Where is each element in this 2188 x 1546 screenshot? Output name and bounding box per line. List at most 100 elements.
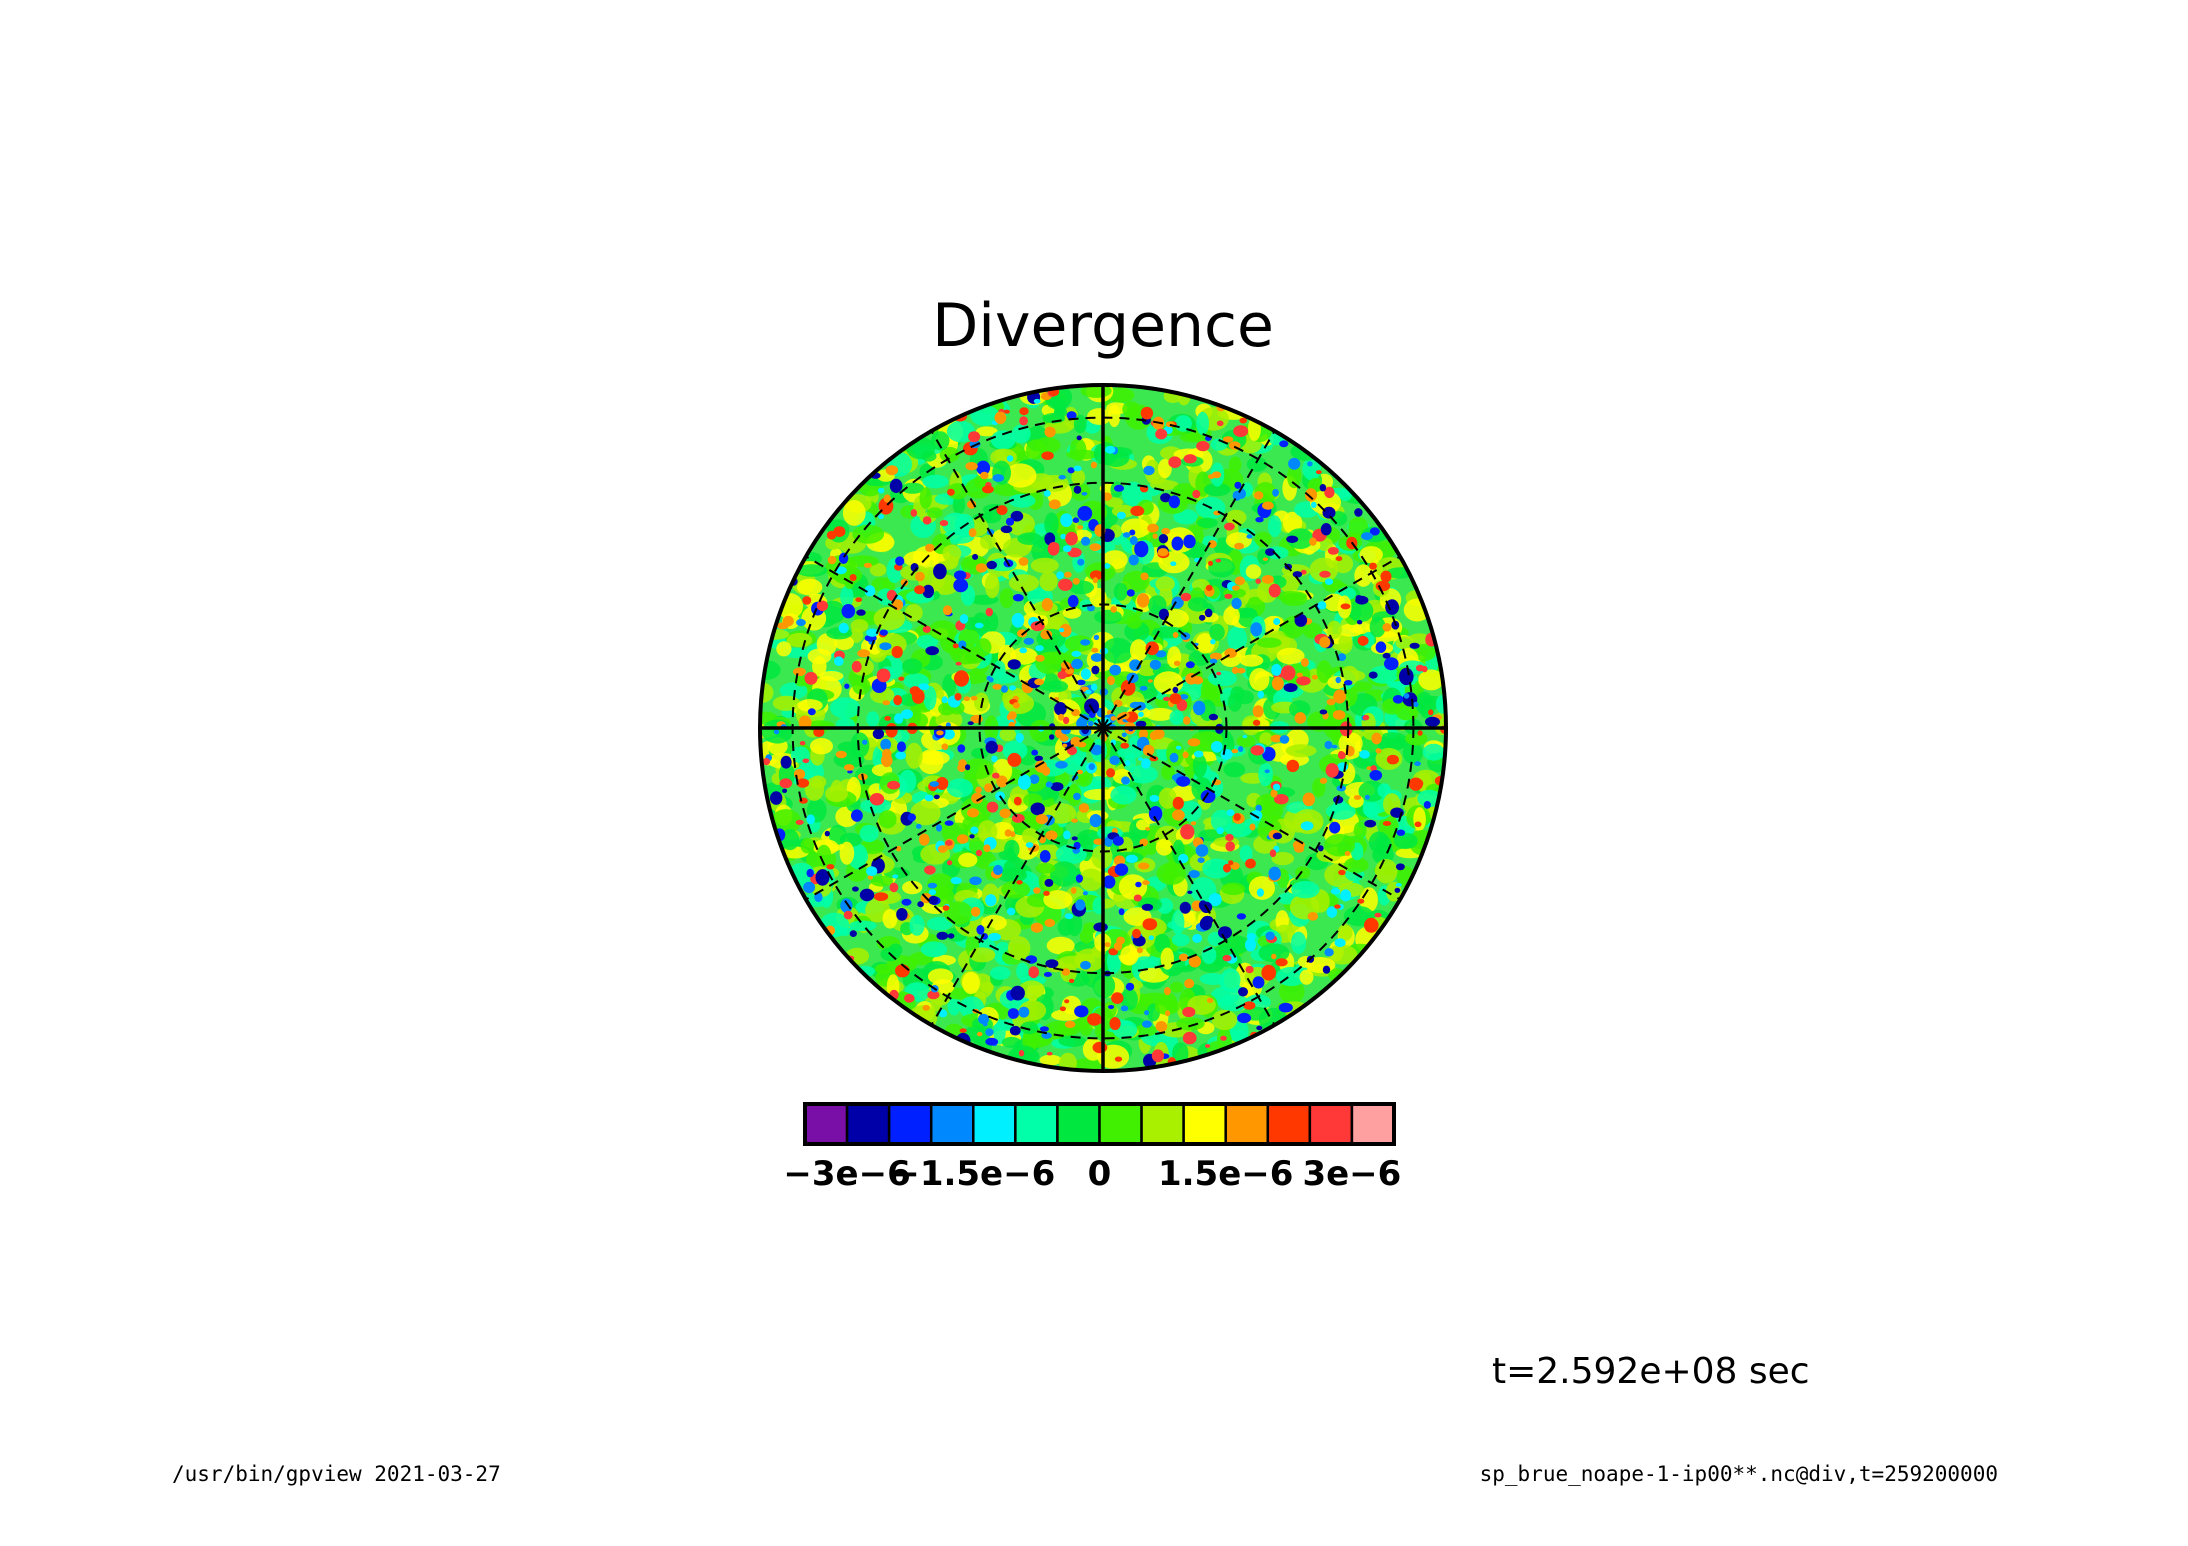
field-cell [1138,711,1144,718]
field-cell [1065,668,1074,675]
field-cell [1090,683,1098,691]
field-cell [976,460,991,476]
field-cell [967,808,979,818]
field-cell [977,1031,983,1037]
field-cell [1324,740,1333,750]
field-cell [915,571,925,582]
field-cell [1269,849,1277,858]
field-cell [1106,675,1115,686]
field-cell [969,876,982,886]
field-cell [1073,792,1081,801]
field-cell [1035,814,1049,825]
field-cell [1317,601,1327,610]
field-cell [918,683,930,691]
field-cell [904,993,915,1003]
field-cell [1090,653,1104,662]
field-cell [1369,562,1377,570]
field-cell [1160,493,1171,503]
field-cell [1019,647,1028,654]
field-cell [1180,824,1195,840]
field-cell [1007,659,1021,670]
field-cell [835,566,847,575]
field-cell [835,750,847,759]
field-cell [1265,931,1275,941]
field-cell [1327,547,1339,555]
field-cell [1118,874,1148,900]
field-cell [1278,1002,1293,1013]
field-cell [1090,744,1103,756]
field-cell [1090,461,1097,469]
field-cell [941,743,949,750]
field-cell [1239,654,1264,667]
field-cell [1127,765,1158,784]
field-cell [1089,570,1103,580]
field-cell [1106,387,1135,403]
field-cell [992,684,1002,690]
field-cell [1294,613,1308,627]
colorbar-bin [1098,1102,1143,1146]
field-cell [1423,801,1431,809]
field-cell [922,584,934,599]
map-border [758,383,1448,1073]
field-cell [826,530,837,540]
field-cell [1238,987,1248,997]
colorbar-bin [1266,1102,1312,1146]
field-cell [1359,546,1383,564]
field-cell [899,769,917,793]
field-cell [1033,398,1041,404]
field-cell [1045,830,1058,841]
field-cell [1307,912,1319,921]
field-cell [993,1018,1006,1045]
field-cell [1035,654,1045,662]
field-cell [1089,543,1102,551]
field-cell [1006,713,1014,721]
field-cell [839,841,855,865]
field-cell [1176,776,1191,787]
field-cell [1286,528,1314,549]
field-cell [895,845,902,852]
field-cell [1192,489,1201,499]
field-cell [849,574,857,582]
field-cell [1239,845,1253,863]
field-cell [1058,475,1066,480]
field-cell [1326,698,1336,706]
field-cell [1010,510,1024,522]
field-cell [1405,731,1428,746]
field-cell [1371,732,1382,745]
field-cell [892,874,899,879]
field-cell [953,578,969,593]
field-cell [1210,652,1222,660]
colorbar-tick-labels: −3e−6−1.5e−6 0 1.5e−6 3e−6 [783,1154,1401,1194]
field-cell [1091,665,1100,675]
field-cell [1057,918,1074,936]
field-cell [1018,557,1029,566]
field-cell [1354,508,1363,517]
field-cell [975,786,982,794]
field-cell [1112,836,1124,846]
field-cell [896,908,908,921]
field-cell [1077,525,1084,530]
field-cell [1292,571,1303,578]
field-cell [1044,512,1059,536]
field-cell [1062,545,1072,553]
field-cell [1201,915,1214,925]
field-cell [1208,560,1213,566]
field-cell [1296,672,1303,678]
field-cell [773,729,780,735]
field-cell [1286,535,1299,543]
field-cell [1063,830,1071,840]
field-cell [933,563,947,580]
field-cell [1142,918,1158,931]
field-cell [1072,577,1080,585]
field-cell [1116,511,1126,520]
field-cell [1018,774,1031,790]
field-cell [1273,617,1281,626]
field-cell [1236,913,1247,920]
field-cell [947,488,955,496]
field-cell [1357,898,1365,904]
field-cell [840,585,854,608]
field-cell [1261,575,1274,584]
field-cell [942,605,953,616]
field-cell [1233,425,1249,437]
field-cell [802,596,812,605]
